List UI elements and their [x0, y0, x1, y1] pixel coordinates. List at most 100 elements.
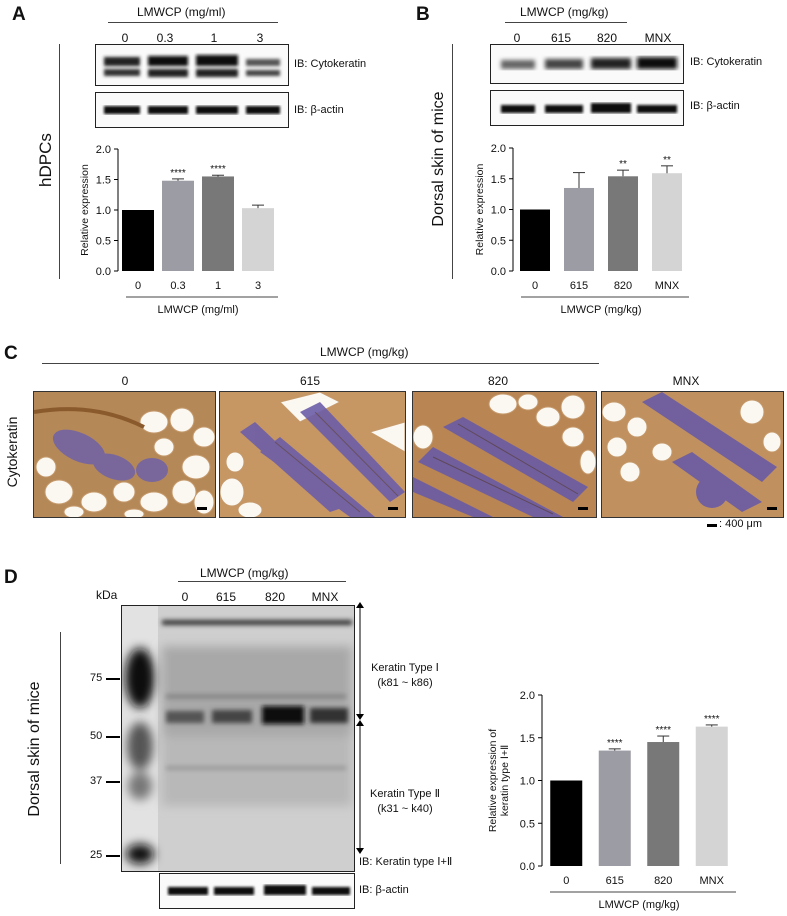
y-tick-label: 1.0: [491, 205, 506, 217]
x-axis-label: LMWCP (mg/kg): [598, 899, 679, 911]
b-lane-2: 820: [596, 31, 618, 45]
y-tick-label: 0.5: [96, 236, 111, 248]
y-axis-label: Relative expression of: [487, 729, 499, 832]
x-tick-label: 3: [255, 280, 261, 292]
a-side-label: hDPCs: [36, 133, 55, 187]
y-axis-label: Relative expression: [474, 164, 486, 256]
significance-mark: ****: [655, 725, 671, 736]
b-header-line: [505, 22, 627, 23]
x-tick-label: 0.3: [170, 280, 185, 292]
x-axis-label: LMWCP (mg/kg): [560, 304, 641, 316]
d-marker-tick-37: [106, 781, 120, 783]
a-cytokeratin-blot: [95, 44, 289, 86]
significance-mark: **: [663, 155, 671, 166]
b-actin-blot: [490, 90, 684, 126]
d-lane-3: MNX: [311, 590, 339, 604]
x-tick-label: 615: [606, 875, 624, 887]
panel-label-c: C: [4, 343, 18, 364]
d-lane-0: 0: [181, 590, 189, 604]
d-keratin-blot: [121, 605, 355, 872]
bar: [162, 180, 194, 271]
c-lane-1: 615: [299, 374, 321, 388]
y-tick-label: 2.0: [491, 143, 506, 155]
d-actin-blot: [159, 873, 355, 909]
significance-mark: ****: [170, 168, 186, 179]
x-tick-label: 820: [654, 875, 672, 887]
a-lane-1: 0.3: [156, 31, 174, 45]
x-tick-label: MNX: [700, 875, 725, 887]
d-header-line: [178, 581, 346, 582]
significance-mark: ****: [607, 738, 623, 749]
b-side-line: [452, 44, 453, 279]
x-tick-label: 0: [563, 875, 569, 887]
histology-image-615: [219, 391, 406, 518]
y-tick-label: 0.0: [520, 861, 535, 873]
y-tick-label: 0.0: [491, 266, 506, 278]
bar: [122, 210, 154, 271]
d-type1-range: (k81 ~ k86): [377, 677, 433, 689]
c-lane-0: 0: [121, 374, 129, 388]
a-actin-blot: [95, 92, 289, 128]
d-type1-label: Keratin Type Ⅰ: [371, 662, 439, 674]
x-tick-label: 615: [570, 280, 588, 292]
d-side-line: [60, 632, 61, 864]
x-tick-label: 1: [215, 280, 221, 292]
panel-label-b: B: [416, 4, 430, 25]
a-blot2-label: IB: β-actin: [294, 104, 344, 116]
b-blot2-label: IB: β-actin: [690, 100, 740, 112]
d-marker-tick-50: [106, 736, 120, 738]
bar: [652, 173, 682, 271]
x-tick-label: 820: [614, 280, 632, 292]
d-chart: 0.0 0.5 1.0 1.5 2.0 0 **** 615 **** 820 **** MNX LMW…: [487, 690, 736, 911]
y-tick-label: 1.0: [96, 205, 111, 217]
d-type2-range: (k31 ~ k40): [377, 803, 433, 815]
y-axis-label: keratin type Ⅰ+Ⅱ: [499, 745, 511, 817]
bar: [608, 176, 638, 271]
d-marker-tick-25: [106, 855, 120, 857]
a-lane-2: 1: [210, 31, 218, 45]
a-lane-0: 0: [121, 31, 129, 45]
y-tick-label: 2.0: [520, 690, 535, 702]
bar: [550, 780, 583, 866]
y-tick-label: 0.5: [491, 235, 506, 247]
b-cytokeratin-blot: [490, 44, 684, 84]
y-tick-label: 0.5: [520, 818, 535, 830]
panel-label-d: D: [4, 567, 18, 588]
d-lane-1: 615: [215, 590, 237, 604]
histology-image-mnx: [601, 391, 784, 518]
c-header: LMWCP (mg/kg): [320, 345, 409, 359]
d-marker-25: 25: [90, 849, 103, 861]
significance-mark: **: [619, 159, 627, 170]
c-lane-2: 820: [487, 374, 509, 388]
b-blot1-label: IB: Cytokeratin: [690, 56, 763, 68]
d-lane-2: 820: [264, 590, 286, 604]
d-ib1-label: IB: Keratin type Ⅰ+Ⅱ: [359, 856, 453, 868]
d-marker-37: 37: [90, 775, 103, 787]
b-lane-0: 0: [513, 31, 521, 45]
d-side-label: Dorsal skin of mice: [26, 681, 43, 817]
y-tick-label: 0.0: [96, 266, 111, 278]
y-tick-label: 1.0: [520, 776, 535, 788]
a-header-line: [108, 22, 278, 23]
d-ib2-label: IB: β-actin: [359, 884, 409, 896]
bar: [564, 187, 594, 271]
y-tick-label: 1.5: [491, 174, 506, 186]
bar: [598, 750, 631, 866]
bar: [242, 208, 274, 271]
x-tick-label: MNX: [655, 280, 680, 292]
b-lane-3: MNX: [644, 31, 672, 45]
a-chart: 0.0 0.5 1.0 1.5 2.0 0 **** 0.3 **** 1 3 LMWCP (mg/m…: [79, 144, 278, 316]
bar: [647, 742, 680, 866]
bar: [202, 176, 234, 271]
y-axis-label: Relative expression: [79, 164, 91, 256]
significance-mark: ****: [704, 714, 720, 725]
x-tick-label: 0: [135, 280, 141, 292]
panel-label-a: A: [12, 4, 26, 25]
bar: [695, 726, 728, 866]
d-kda-label: kDa: [96, 588, 118, 602]
x-axis-label: LMWCP (mg/ml): [157, 304, 238, 316]
a-header: LMWCP (mg/ml): [137, 5, 226, 19]
a-side-line: [59, 44, 60, 279]
y-tick-label: 2.0: [96, 144, 111, 156]
bar: [520, 209, 550, 271]
